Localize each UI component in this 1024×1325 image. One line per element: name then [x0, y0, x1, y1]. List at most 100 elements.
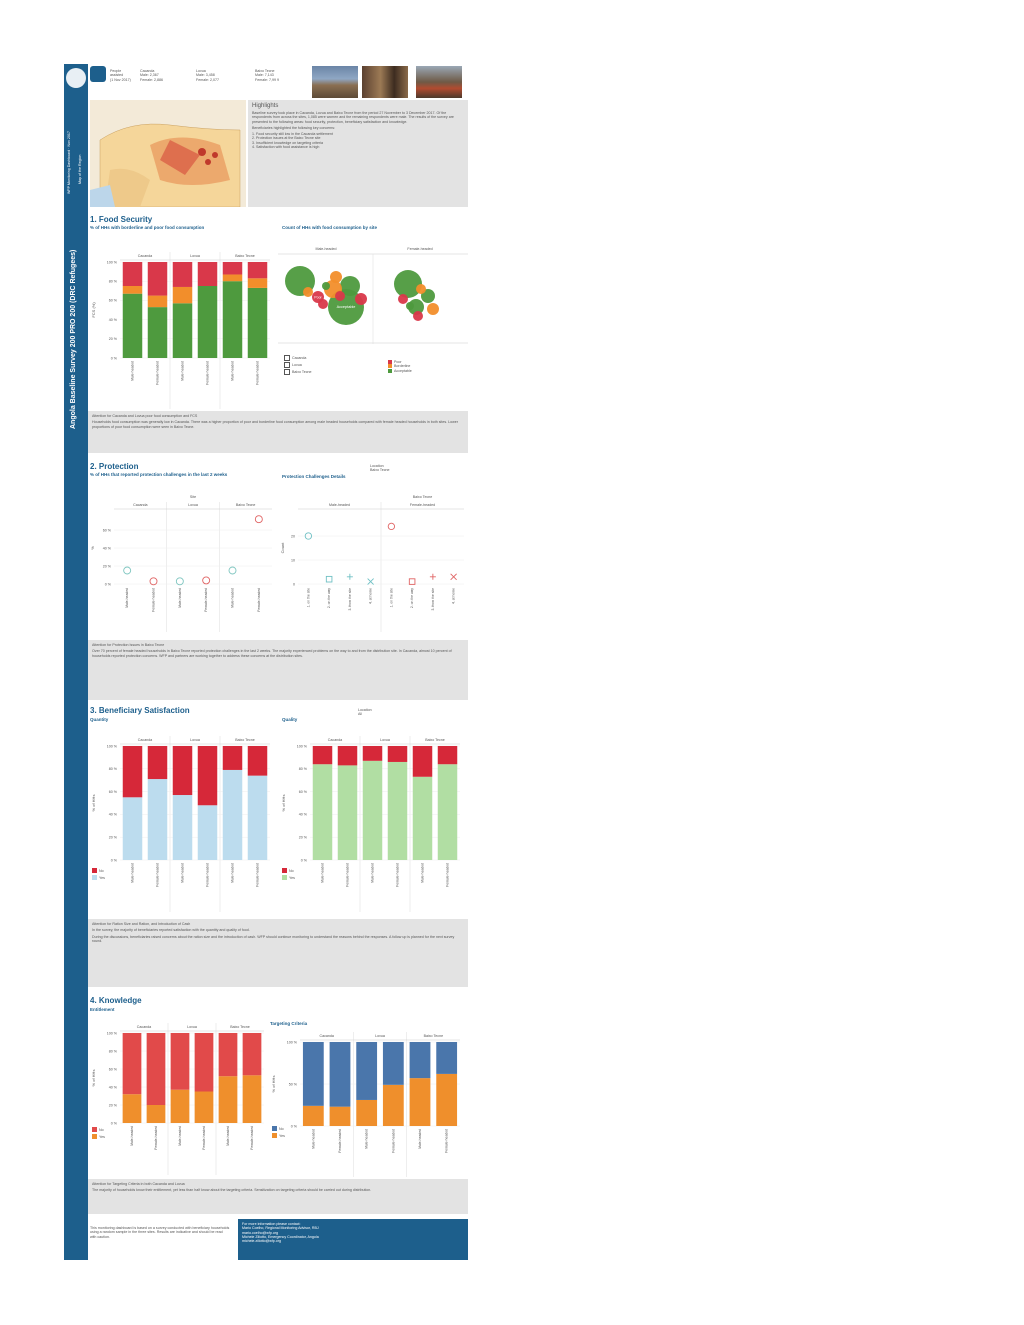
bar-segment — [356, 1042, 378, 1100]
bar-segment — [194, 1091, 214, 1123]
section-note: Attention for Ration Size and Ration, an… — [88, 919, 468, 987]
y-tick-label: 60 % — [103, 528, 112, 532]
photo-1 — [312, 66, 358, 98]
checkbox-icon[interactable] — [284, 362, 290, 368]
bar-segment — [329, 1106, 351, 1126]
bar-segment — [122, 1033, 142, 1095]
data-point — [202, 576, 211, 585]
y-tick-label: 0 % — [111, 1121, 118, 1125]
main-content: People assisted (1 Nov 2017) Cacanda Mal… — [88, 64, 468, 1260]
legend-swatch — [272, 1133, 277, 1138]
site-header: Cacanda — [133, 503, 147, 507]
bar-segment — [172, 262, 193, 287]
section-subtitle: Protection Challenges Details — [282, 474, 346, 479]
bar-segment — [312, 764, 333, 860]
site-filter: Cacanda Lovua Baixo Tecne — [284, 355, 312, 375]
bubble — [406, 302, 414, 310]
y-tick-label: 80 % — [299, 767, 308, 771]
data-point — [123, 566, 132, 575]
bar-segment — [337, 746, 358, 766]
site-header: Lovua — [375, 1034, 385, 1038]
bar-segment — [387, 746, 408, 762]
bar-segment — [172, 303, 193, 358]
entitlement-chart: Cacanda Lovua Baixo Tecne 0 % 20 % 40 % 60 % 80… — [91, 1023, 264, 1175]
bar-segment — [382, 1042, 404, 1085]
section-subtitle: % of HHs with borderline and poor food c… — [90, 225, 205, 230]
note-body: In the survey, the majority of beneficia… — [92, 928, 250, 933]
bubble — [330, 271, 342, 283]
wfp-logo-icon — [66, 68, 86, 88]
x-tick-label: 1. on the site — [306, 588, 310, 608]
legend-swatch — [282, 875, 287, 880]
people-icon — [90, 66, 106, 82]
section-note: Attention for Cacanda and Lovua poor foo… — [88, 411, 468, 453]
filter-label: Lovua — [292, 362, 302, 367]
checkbox-icon[interactable] — [284, 355, 290, 361]
bubble — [413, 311, 423, 321]
checkbox-icon[interactable] — [284, 369, 290, 375]
site-header: Baixo Tecne — [424, 1034, 444, 1038]
data-point — [408, 578, 416, 585]
data-point — [450, 573, 457, 581]
site-header: Cacanda — [319, 1034, 333, 1038]
y-tick-label: 20 % — [109, 337, 118, 341]
section-title: 4. Knowledge — [90, 996, 142, 1005]
section-note: Attention for Targeting Criteria in both… — [88, 1179, 468, 1214]
y-tick-label: 0 % — [291, 1124, 298, 1128]
bar-segment — [222, 746, 243, 770]
x-tick-label: Female-headed — [202, 1126, 206, 1150]
x-tick-label: Male-headed — [371, 863, 375, 883]
contact-email[interactable]: mario.coelho@wfp.org — [242, 1230, 279, 1235]
fcs-chart: Cacanda Lovua Baixo Tecne 0 % 20 % 40 % 60 % 80… — [91, 252, 270, 409]
filter-item[interactable]: Lovua — [284, 362, 312, 368]
x-tick-label: Female-headed — [154, 1126, 158, 1150]
bar-segment — [242, 1033, 262, 1076]
x-tick-label: 1. on the site — [389, 588, 393, 608]
bar-segment — [147, 262, 168, 296]
data-point — [228, 566, 237, 575]
x-tick-label: Female-headed — [346, 863, 350, 887]
x-tick-label: Male-headed — [178, 588, 182, 608]
legend-label: Yes — [99, 876, 105, 880]
x-tick-label: Female-headed — [204, 588, 208, 612]
legend-label: Poor — [394, 360, 402, 364]
note-body: The majority of households know their en… — [92, 1188, 372, 1193]
bar-segment — [247, 775, 268, 860]
legend-label: No — [289, 869, 294, 873]
site-male: Male: 2,367 — [140, 73, 159, 78]
bar-segment — [197, 805, 218, 860]
filter-item[interactable]: Cacanda — [284, 355, 312, 361]
bar-segment — [362, 760, 383, 860]
note-body: During the discussions, beneficiaries ra… — [92, 934, 455, 943]
legend-label: No — [99, 1128, 104, 1132]
y-tick-label: 40 % — [103, 546, 112, 550]
bar-segment — [436, 1042, 458, 1074]
filter-value[interactable]: All — [358, 712, 362, 717]
x-tick-label: Male-headed — [231, 863, 235, 883]
location-filter[interactable]: Location All — [358, 708, 372, 717]
x-tick-label: 2. on the way — [327, 588, 331, 608]
x-tick-label: Female-headed — [391, 1129, 395, 1153]
y-tick-label: 80 % — [109, 280, 118, 284]
bar-segment — [409, 1078, 431, 1126]
quantity-chart: Cacanda Lovua Baixo Tecne 0 % 20 % 40 % 60 % 80… — [91, 736, 270, 912]
y-tick-label: 100 % — [107, 744, 118, 748]
site-header: Lovua — [190, 254, 200, 258]
x-tick-label: 4. at home — [369, 588, 373, 604]
bar-segment — [222, 769, 243, 860]
bar-segment — [382, 1084, 404, 1126]
location-filter[interactable]: Location Baixo Tecne — [370, 464, 390, 473]
filter-item[interactable]: Baixo Tecne — [284, 369, 312, 375]
x-tick-label: Female-headed — [338, 1129, 342, 1153]
bar-segment — [122, 797, 143, 860]
legend-label: Yes — [99, 1135, 105, 1139]
bar-segment — [122, 746, 143, 798]
data-point — [346, 573, 353, 580]
x-tick-label: Female-headed — [250, 1126, 254, 1150]
filter-value[interactable]: Baixo Tecne — [370, 468, 390, 473]
site-header: Lovua — [380, 738, 390, 742]
x-tick-label: Male-headed — [125, 588, 129, 608]
contact-email[interactable]: michele.ziliotto@wfp.org — [242, 1239, 282, 1244]
data-point — [429, 573, 436, 580]
contact-box: For more information please contact: Mar… — [238, 1219, 468, 1260]
